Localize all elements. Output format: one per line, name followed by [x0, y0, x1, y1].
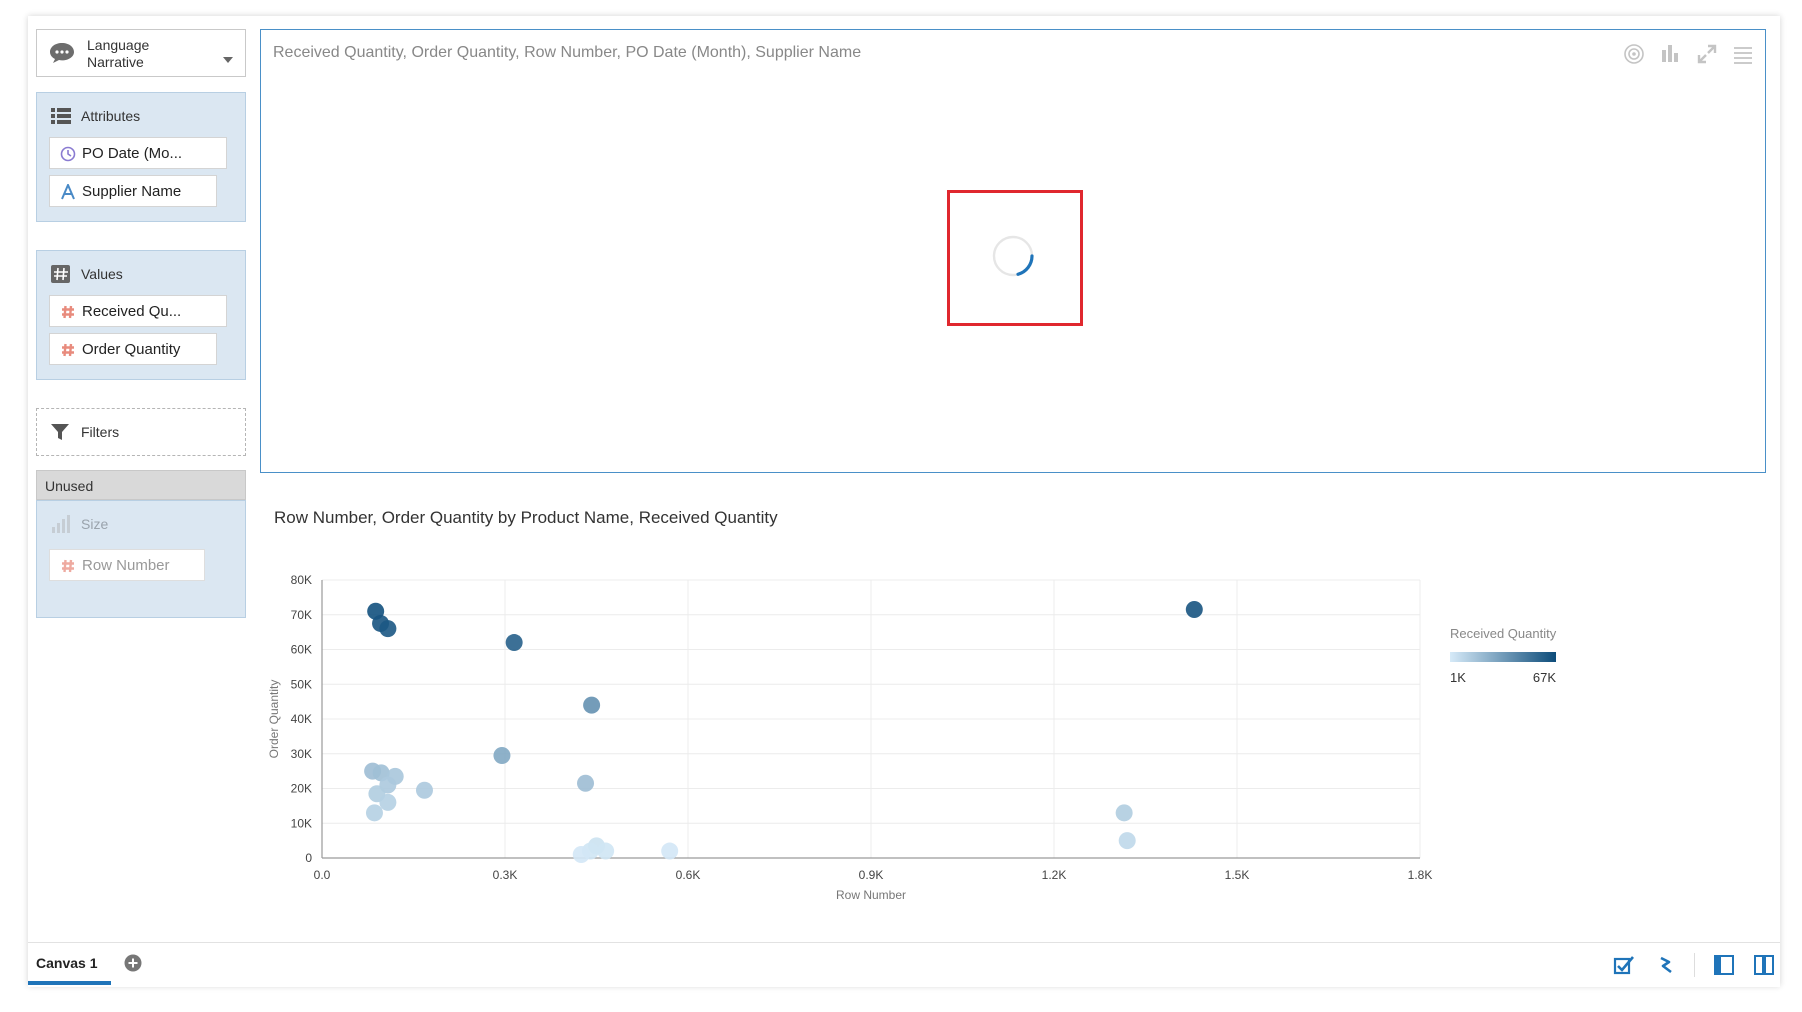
narrative-label: Language Narrative — [87, 37, 149, 71]
add-canvas-icon[interactable] — [124, 954, 142, 977]
y-tick-label: 40K — [291, 712, 312, 726]
left-panel-toggle-icon[interactable] — [1712, 953, 1736, 977]
lightning-icon[interactable] — [1654, 953, 1678, 977]
y-tick-label: 10K — [291, 816, 312, 830]
language-narrative-selector[interactable]: Language Narrative — [36, 29, 246, 77]
target-icon[interactable] — [1622, 42, 1646, 66]
y-tick-label: 80K — [291, 573, 312, 587]
attribute-pill-label: PO Date (Mo... — [82, 145, 183, 162]
values-section: Values Received Qu... Order Quantity — [36, 250, 246, 380]
unused-header: Unused — [36, 470, 246, 500]
x-tick-label: 0.0 — [314, 868, 331, 882]
chart-title: Row Number, Order Quantity by Product Na… — [274, 508, 778, 527]
hamburger-menu-icon[interactable] — [1731, 42, 1755, 66]
app-window: Language Narrative Attributes PO Date (M… — [28, 16, 1780, 987]
divider — [1694, 953, 1696, 977]
loading-highlight-box — [947, 190, 1083, 326]
y-tick-label: 30K — [291, 747, 312, 761]
attribute-pill-label: Supplier Name — [82, 183, 182, 200]
attribute-pill-po-date[interactable]: PO Date (Mo... — [49, 137, 227, 169]
x-axis-label: Row Number — [836, 888, 906, 902]
x-tick-label: 0.9K — [859, 868, 884, 882]
auto-insights-icon[interactable] — [1613, 953, 1637, 977]
right-panel-toggle-icon[interactable] — [1752, 953, 1776, 977]
data-point — [1115, 804, 1133, 822]
values-title: Values — [81, 266, 123, 282]
data-point — [597, 842, 615, 860]
data-point — [1185, 601, 1203, 619]
attribute-pill-supplier-name[interactable]: Supplier Name — [49, 175, 217, 207]
legend-gradient-bar — [1450, 652, 1556, 662]
filters-drop-target[interactable]: Filters — [36, 408, 246, 456]
loading-visualization[interactable]: Received Quantity, Order Quantity, Row N… — [260, 29, 1766, 473]
data-point — [493, 746, 511, 764]
attributes-section: Attributes PO Date (Mo... Supplier Name — [36, 92, 246, 222]
value-pill-order-quantity[interactable]: Order Quantity — [49, 333, 217, 365]
canvas-tab-bar: Canvas 1 — [28, 942, 1780, 987]
hash-icon — [51, 265, 71, 288]
legend-min-label: 1K — [1450, 670, 1466, 685]
list-icon — [51, 107, 71, 130]
speech-bubble-icon — [49, 42, 75, 69]
scatter-chart[interactable]: 0 10K 20K 30K 40K 50K 60K 70K 80K 0.0 0.3K 0.6K 0.9K… — [260, 536, 1770, 936]
measure-hash-icon — [60, 304, 76, 325]
data-point — [583, 696, 601, 714]
data-point — [365, 804, 383, 822]
y-tick-label: 50K — [291, 677, 312, 691]
y-tick-label: 60K — [291, 643, 312, 657]
narrative-label-line2: Narrative — [87, 54, 144, 70]
attributes-title: Attributes — [81, 108, 141, 124]
value-pill-received-quantity[interactable]: Received Qu... — [49, 295, 227, 327]
bar-chart-icon[interactable] — [1658, 42, 1682, 66]
funnel-icon — [51, 423, 69, 446]
x-tick-label: 1.5K — [1225, 868, 1250, 882]
y-tick-label: 20K — [291, 782, 312, 796]
y-axis-label: Order Quantity — [267, 680, 281, 759]
x-tick-label: 1.8K — [1408, 868, 1433, 882]
data-point — [505, 634, 523, 652]
expand-icon[interactable] — [1695, 42, 1719, 66]
data-point — [572, 846, 590, 864]
filters-title: Filters — [81, 424, 120, 440]
canvas-bar-tools — [1601, 953, 1776, 977]
value-pill-label: Received Qu... — [82, 303, 182, 320]
viz-toolbar — [1614, 42, 1755, 66]
data-point — [577, 774, 595, 792]
viz-title: Received Quantity, Order Quantity, Row N… — [273, 44, 862, 61]
clock-icon — [60, 146, 76, 167]
size-bars-icon — [51, 515, 71, 538]
unused-pill-row-number[interactable]: Row Number — [49, 549, 205, 581]
data-point — [379, 620, 397, 638]
data-point — [661, 842, 679, 860]
legend-title: Received Quantity — [1450, 626, 1557, 641]
narrative-label-line1: Language — [87, 37, 150, 53]
data-point — [379, 793, 397, 811]
loading-spinner-icon — [988, 231, 1038, 286]
measure-hash-icon — [60, 558, 76, 579]
data-point — [1118, 832, 1136, 850]
x-tick-label: 0.3K — [493, 868, 518, 882]
active-tab-indicator — [28, 981, 111, 985]
x-tick-label: 1.2K — [1042, 868, 1067, 882]
size-title: Size — [81, 516, 109, 532]
y-tick-label: 0 — [305, 851, 312, 865]
value-pill-label: Order Quantity — [82, 341, 181, 358]
y-tick-label: 70K — [291, 608, 312, 622]
canvas-tab[interactable]: Canvas 1 — [36, 955, 98, 971]
measure-hash-icon — [60, 342, 76, 363]
unused-pill-label: Row Number — [82, 557, 170, 574]
text-attribute-icon — [60, 182, 76, 205]
data-point — [415, 781, 433, 799]
unused-section: Size Row Number — [36, 500, 246, 618]
chevron-down-icon[interactable] — [223, 50, 233, 68]
legend-max-label: 67K — [1533, 670, 1556, 685]
x-tick-label: 0.6K — [676, 868, 701, 882]
